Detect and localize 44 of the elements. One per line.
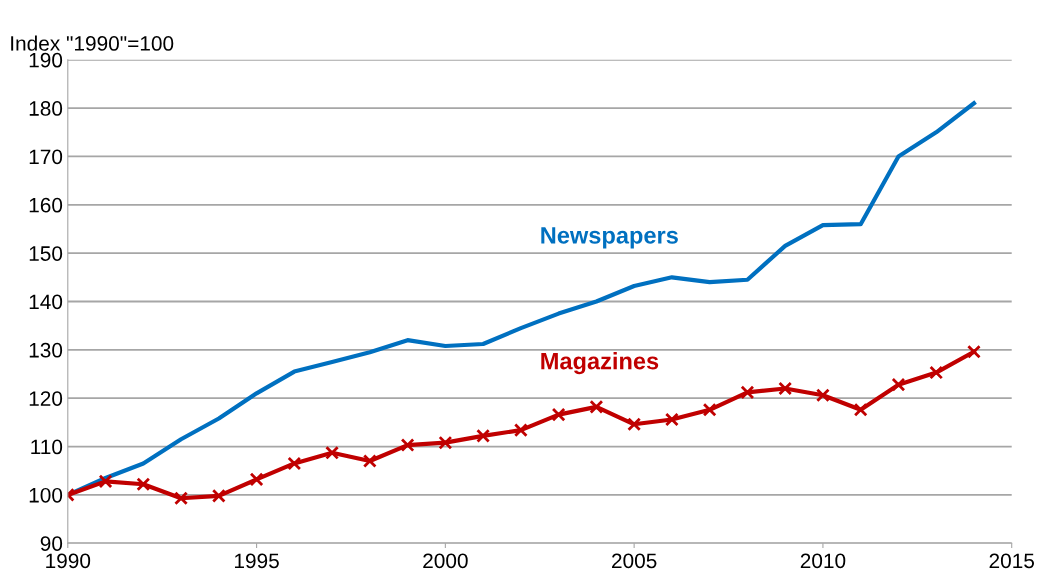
point bbox=[891, 377, 906, 392]
y-tick-label: 160 bbox=[29, 197, 63, 213]
x-tick-label: 1995 bbox=[235, 553, 279, 569]
y-tick-label: 100 bbox=[29, 487, 63, 503]
point bbox=[98, 474, 113, 489]
series-label: Newspapers bbox=[541, 227, 678, 249]
point bbox=[815, 388, 830, 403]
point bbox=[211, 488, 226, 503]
y-tick-label: 190 bbox=[29, 52, 63, 68]
x-tick-label: 2010 bbox=[800, 553, 846, 569]
point bbox=[853, 402, 868, 417]
x-tick-label: 2000 bbox=[423, 553, 468, 569]
point bbox=[589, 399, 604, 414]
point bbox=[664, 412, 679, 427]
point bbox=[740, 385, 755, 400]
point bbox=[476, 428, 491, 443]
point bbox=[627, 417, 642, 432]
point bbox=[136, 477, 151, 492]
point bbox=[362, 454, 377, 468]
y-tick-label: 130 bbox=[29, 342, 63, 358]
point bbox=[438, 435, 453, 450]
point bbox=[174, 491, 189, 506]
point bbox=[325, 445, 340, 460]
point bbox=[551, 407, 566, 422]
point bbox=[513, 423, 528, 438]
y-tick-label: 140 bbox=[29, 294, 63, 310]
point bbox=[287, 456, 302, 471]
point bbox=[929, 365, 944, 380]
series-label: Magazines bbox=[541, 352, 659, 375]
point bbox=[249, 472, 264, 487]
y-tick-label: 90 bbox=[40, 536, 63, 551]
point bbox=[967, 344, 981, 359]
y-tick-label: 170 bbox=[29, 149, 63, 165]
point bbox=[778, 381, 793, 396]
y-tick-label: 120 bbox=[29, 391, 63, 406]
y-axis-title: Index "1990"=100 bbox=[11, 35, 174, 51]
point bbox=[400, 438, 415, 453]
x-tick-label: 2005 bbox=[612, 553, 657, 569]
x-tick-label: 2015 bbox=[989, 553, 1035, 569]
y-tick-label: 150 bbox=[29, 246, 63, 261]
point bbox=[702, 402, 717, 417]
y-tick-label: 180 bbox=[29, 101, 63, 116]
y-tick-label: 110 bbox=[31, 439, 63, 455]
x-tick-label: 1990 bbox=[46, 553, 91, 569]
